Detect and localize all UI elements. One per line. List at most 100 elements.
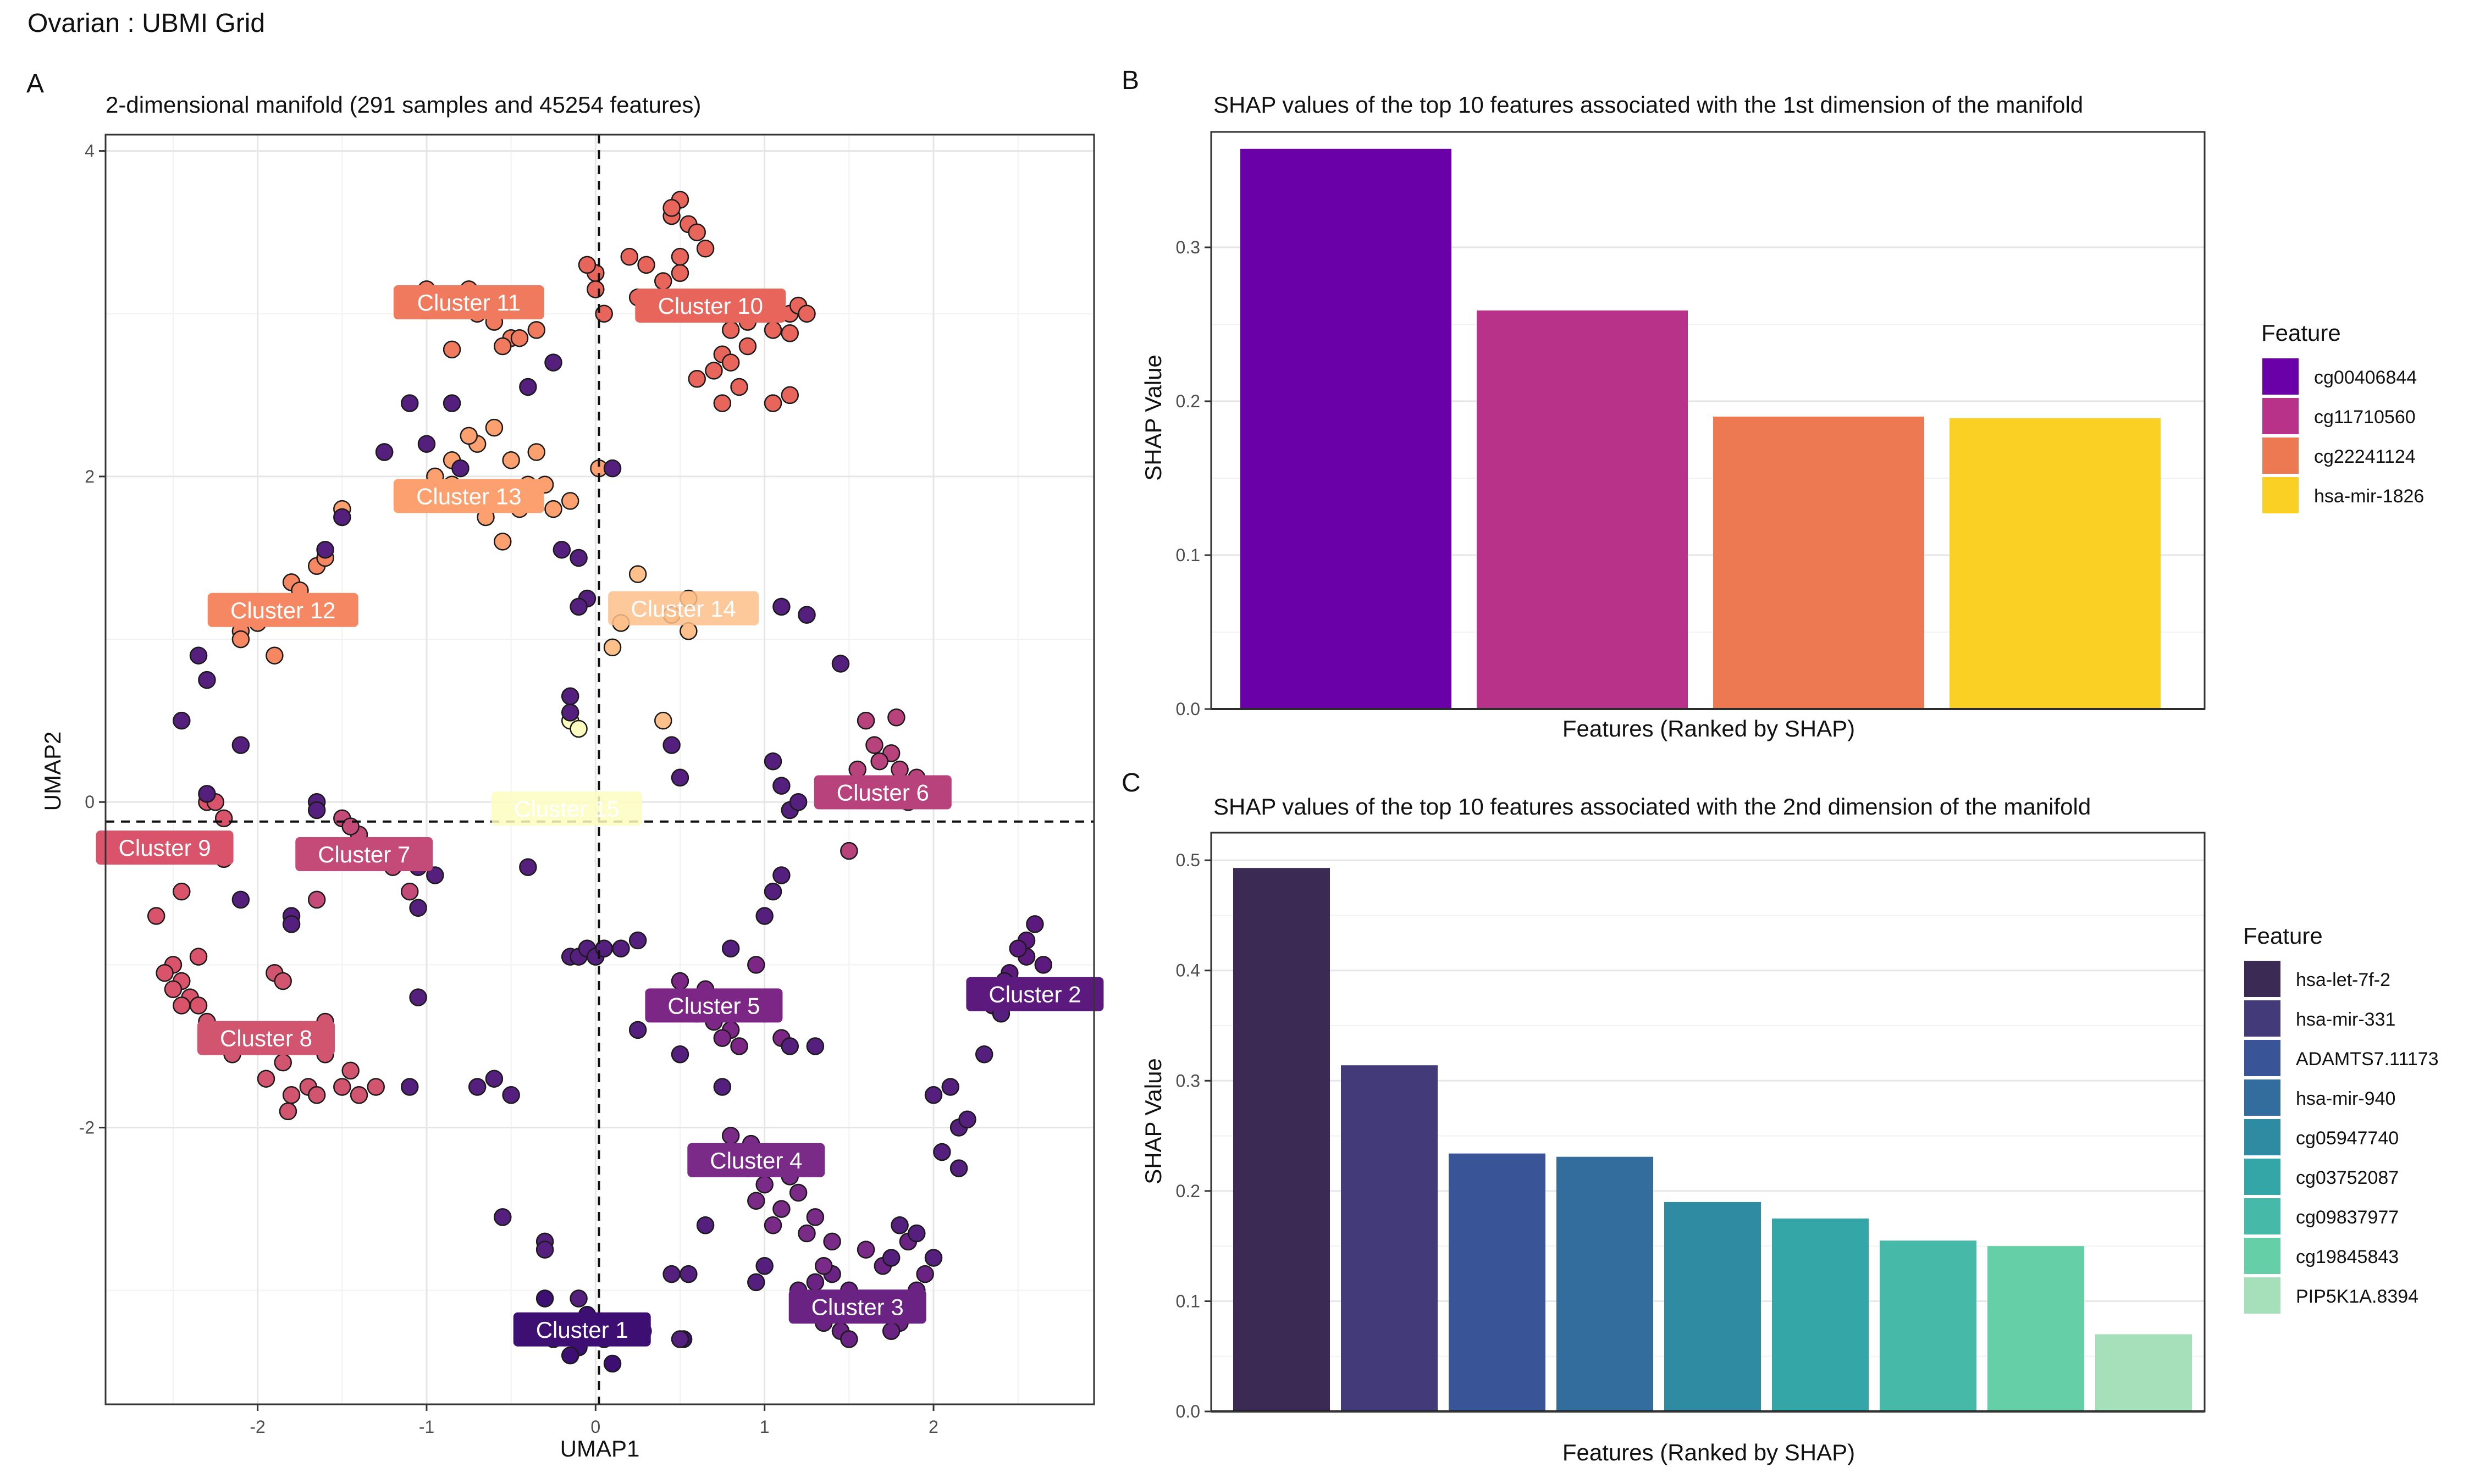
scatter-point [870, 752, 888, 771]
scatter-point [231, 890, 250, 909]
scatter-point [307, 1086, 326, 1104]
scatter-point [865, 736, 883, 754]
cluster-label-box [966, 977, 1104, 1011]
scatter-x-tick-label: 0 [590, 1417, 600, 1437]
scatter-point [189, 948, 208, 966]
page-title: Ovarian : UBMI Grid [27, 9, 265, 38]
scatter-point [282, 1086, 301, 1104]
scatter-point [400, 394, 419, 412]
scatter-point [747, 1273, 765, 1292]
scatter-point [628, 931, 647, 950]
bar-chart-b-legend-swatch [2262, 477, 2299, 513]
cluster-label: Cluster 3 [811, 1294, 904, 1320]
scatter-point [1026, 915, 1044, 933]
cluster-label-box [393, 479, 544, 513]
scatter-point [173, 711, 191, 730]
scatter-point [755, 907, 774, 925]
scatter-point [485, 418, 504, 437]
scatter-point [814, 1257, 833, 1275]
scatter-point [443, 340, 461, 359]
bar-chart-c-y-tick-label: 0.2 [1176, 1181, 1200, 1201]
scatter-point [173, 996, 191, 1015]
scatter-point [713, 1078, 732, 1096]
scatter-x-tick-label: -2 [250, 1417, 265, 1437]
bar-chart-c-legend-label: cg03752087 [2296, 1167, 2399, 1188]
scatter-title: 2-dimensional manifold (291 samples and … [106, 92, 701, 118]
scatter-panel: 2-dimensional manifold (291 samples and … [40, 92, 1104, 1461]
scatter-point [164, 980, 183, 999]
scatter-point [544, 353, 562, 372]
bar-chart-b-legend-label: cg00406844 [2314, 367, 2417, 388]
bar-chart-b-y-axis-label: SHAP Value [1140, 355, 1166, 481]
scatter-point [637, 256, 655, 274]
scatter-point [400, 882, 419, 901]
scatter-point [519, 858, 537, 876]
scatter-point [570, 549, 588, 567]
bar-chart-c-legend-label: ADAMTS7.11173 [2296, 1049, 2439, 1070]
scatter-point [214, 809, 233, 828]
scatter-point [764, 321, 782, 339]
bar-chart-b-legend-label: hsa-mir-1826 [2314, 486, 2424, 507]
scatter-point [510, 329, 529, 347]
scatter-point [654, 711, 672, 730]
bar-chart-c-bar [1772, 1219, 1869, 1411]
bar-chart-b-legend-title: Feature [2261, 320, 2341, 346]
cluster-label-box [608, 591, 759, 625]
scatter-x-tick-label: 1 [760, 1417, 770, 1437]
scatter-point [375, 443, 394, 461]
scatter-point [156, 964, 174, 982]
bar-chart-c-x-axis-label: Features (Ranked by SHAP) [1562, 1439, 1855, 1465]
bar-chart-b-legend-swatch [2262, 438, 2299, 474]
scatter-point [662, 736, 681, 754]
scatter-point [958, 1110, 976, 1128]
bar-chart-b-y-tick-label: 0.1 [1176, 545, 1200, 565]
scatter-point [189, 996, 208, 1015]
bar-chart-b-legend-swatch [2262, 358, 2299, 395]
panel-letter-b: B [1122, 66, 1139, 95]
scatter-point [975, 1045, 993, 1064]
scatter-point [747, 1192, 765, 1210]
bar-chart-b-legend-label: cg11710560 [2314, 407, 2416, 428]
scatter-point [189, 646, 208, 665]
bar-chart-c-legend-swatch [2244, 1079, 2280, 1116]
scatter-point [350, 1086, 368, 1104]
bar-chart-c-bar [1341, 1065, 1438, 1411]
scatter-point [603, 638, 622, 657]
scatter-point [730, 378, 748, 396]
cluster-label: Cluster 5 [667, 993, 760, 1018]
cluster-label: Cluster 15 [514, 796, 619, 822]
bar-chart-c-bar [1233, 868, 1330, 1411]
scatter-y-tick-label: -2 [79, 1118, 95, 1138]
scatter-point [147, 907, 165, 925]
scatter-point [916, 1265, 934, 1283]
scatter-point [494, 337, 512, 356]
scatter-point [908, 1224, 926, 1243]
scatter-x-tick-label: -1 [419, 1417, 434, 1437]
scatter-point [798, 1224, 816, 1243]
scatter-point [764, 882, 782, 901]
scatter-y-tick-label: 4 [85, 141, 95, 161]
scatter-point [527, 321, 545, 339]
scatter-point [307, 890, 326, 909]
bar-chart-c-legend-swatch [2244, 1159, 2280, 1195]
scatter-point [603, 459, 622, 478]
bar-chart-c-bar [1449, 1153, 1545, 1411]
scatter-point [713, 394, 732, 412]
scatter-point [282, 915, 301, 933]
scatter-point [747, 956, 765, 974]
cluster-label: Cluster 12 [230, 597, 335, 623]
bar-chart-c-y-tick-label: 0.0 [1176, 1402, 1200, 1421]
scatter-point [857, 1241, 875, 1259]
scatter-point [840, 841, 858, 860]
scatter-point [570, 597, 588, 616]
scatter-point [519, 378, 537, 396]
scatter-point [798, 606, 816, 624]
scatter-point [198, 785, 216, 803]
cluster-label: Cluster 1 [536, 1317, 628, 1343]
scatter-point [417, 435, 436, 453]
cluster-label: Cluster 10 [658, 293, 763, 319]
scatter-point [772, 1200, 791, 1218]
scatter-point [561, 704, 579, 722]
bar-chart-b-title: SHAP values of the top 10 features assoc… [1213, 92, 2083, 118]
